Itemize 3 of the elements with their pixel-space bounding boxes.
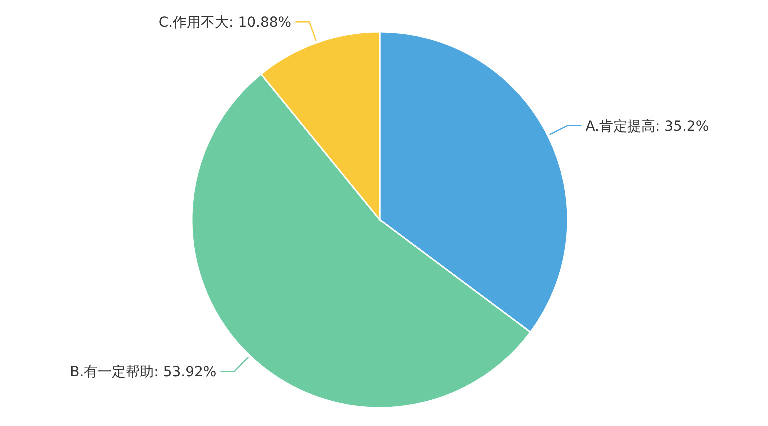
slice-label: B.有一定帮助: 53.92% (70, 364, 217, 381)
slice-label: A.肯定提高: 35.2% (586, 118, 710, 135)
slice-label: C.作用不大: 10.88% (158, 15, 292, 32)
